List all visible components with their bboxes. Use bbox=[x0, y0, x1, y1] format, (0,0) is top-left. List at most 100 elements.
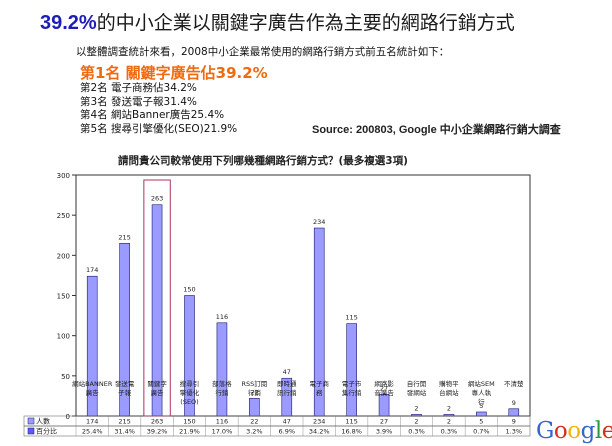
logo-letter: e bbox=[601, 418, 612, 444]
table-cell: 1.3% bbox=[506, 428, 523, 436]
x-tick-label: 電子市 bbox=[342, 379, 362, 388]
y-tick-label: 150 bbox=[57, 293, 70, 301]
x-tick-label: 購物平 bbox=[439, 379, 459, 388]
table-cell: 0.3% bbox=[408, 428, 425, 436]
data-label: 27 bbox=[380, 384, 388, 392]
table-cell: 9 bbox=[512, 418, 516, 426]
y-tick-label: 0 bbox=[66, 413, 70, 421]
table-cell: 215 bbox=[118, 418, 130, 426]
y-tick-label: 50 bbox=[61, 373, 70, 381]
table-row-label: 百分比 bbox=[36, 427, 57, 436]
x-tick-label: 行銷 bbox=[248, 388, 262, 397]
data-label: 2 bbox=[447, 404, 451, 412]
rank-item: 第3名 發送電子報31.4% bbox=[80, 95, 197, 108]
data-label: 2 bbox=[414, 404, 418, 412]
x-tick-label: 發網站 bbox=[407, 388, 427, 397]
data-label: 263 bbox=[151, 195, 163, 203]
table-legend-key bbox=[27, 417, 35, 425]
first-place-text: 第1名 關鍵字廣告佔39.2% bbox=[80, 64, 268, 82]
y-tick-label: 300 bbox=[57, 172, 70, 180]
x-tick-label: 音廣告 bbox=[374, 388, 394, 397]
table-cell: 31.4% bbox=[114, 428, 135, 436]
table-row-label: 人數 bbox=[36, 417, 50, 426]
data-label: 5 bbox=[479, 402, 483, 410]
table-cell: 22 bbox=[250, 418, 258, 426]
x-tick-label: 關鍵字 bbox=[147, 379, 167, 388]
table-cell: 5 bbox=[479, 418, 483, 426]
bar bbox=[216, 322, 228, 417]
table-cell: 16.8% bbox=[341, 428, 362, 436]
x-tick-label: 搜尋引 bbox=[180, 379, 200, 388]
x-tick-label: RSS訂閱 bbox=[241, 379, 267, 388]
table-cell: 17.0% bbox=[212, 428, 233, 436]
y-tick-label: 250 bbox=[57, 212, 70, 220]
table-cell: 34.2% bbox=[309, 428, 330, 436]
table-cell: 2 bbox=[447, 418, 451, 426]
data-label: 115 bbox=[345, 314, 357, 322]
intro-text: 以整體調查統計來看，2008中小企業最常使用的網路行銷方式前五名統計如下： bbox=[76, 46, 450, 58]
table-cell: 47 bbox=[283, 418, 291, 426]
bar bbox=[346, 323, 357, 417]
x-tick-label: 自行開 bbox=[407, 379, 427, 388]
logo-letter: g bbox=[580, 418, 596, 444]
y-tick-label: 100 bbox=[57, 333, 70, 341]
rank-list: 第2名 電子商務佔34.2% 第3名 發送電子報31.4% 第4名 網站Bann… bbox=[80, 82, 237, 136]
table-row bbox=[23, 415, 531, 427]
x-tick-label: (SEO) bbox=[180, 398, 198, 406]
x-tick-label: 務 bbox=[316, 388, 323, 397]
data-label: 22 bbox=[250, 388, 258, 396]
slide-title: 39.2%的中小企業以關鍵字廣告作為主要的網路行銷方式 bbox=[40, 8, 515, 35]
table-cell: 25.4% bbox=[82, 428, 103, 436]
x-tick-label: 電子商 bbox=[309, 379, 329, 388]
table-cell: 21.9% bbox=[179, 428, 200, 436]
x-tick-label: 網站BANNER bbox=[72, 379, 113, 388]
x-tick-label: 集行銷 bbox=[342, 388, 362, 397]
x-tick-label: 即時通 bbox=[277, 379, 297, 388]
bar bbox=[378, 394, 390, 417]
x-tick-label: 子報 bbox=[118, 389, 132, 397]
rank-item: 第2名 電子商務佔34.2% bbox=[80, 82, 197, 94]
data-label: 215 bbox=[118, 233, 130, 241]
x-tick-label: 擎優化 bbox=[180, 388, 200, 397]
data-label: 47 bbox=[283, 368, 291, 376]
x-tick-label: 網路影 bbox=[374, 379, 394, 388]
data-label: 116 bbox=[216, 313, 228, 321]
chart-title: 請問貴公司較常使用下列哪幾種網路行銷方式？(最多複選3項) bbox=[118, 155, 408, 167]
x-tick-label: 訊行銷 bbox=[277, 388, 297, 397]
x-tick-label: 網站SEM bbox=[468, 379, 495, 388]
x-tick-label: 廣告 bbox=[151, 388, 165, 397]
table-cell: 116 bbox=[216, 418, 228, 426]
rank-item: 第4名 網站Banner廣告25.4% bbox=[80, 109, 225, 121]
y-tick-label: 200 bbox=[57, 252, 70, 260]
table-cell: 2 bbox=[414, 418, 418, 426]
table-cell: 3.2% bbox=[246, 428, 263, 436]
table-cell: 39.2% bbox=[147, 428, 168, 436]
logo-letter: o bbox=[553, 418, 568, 444]
table-cell: 6.9% bbox=[279, 428, 296, 436]
logo-letter: G bbox=[536, 418, 554, 444]
data-label: 150 bbox=[183, 286, 195, 294]
title-text: 的中小企業以關鍵字廣告作為主要的網路行銷方式 bbox=[96, 12, 515, 34]
table-cell: 174 bbox=[86, 418, 98, 426]
table-row bbox=[23, 425, 531, 437]
x-tick-label: 專人執 bbox=[472, 388, 492, 397]
x-tick-label: 不清楚 bbox=[504, 379, 524, 388]
table-cell: 115 bbox=[345, 418, 357, 426]
x-tick-label: 發送電 bbox=[115, 379, 135, 388]
x-tick-label: 廣告 bbox=[86, 388, 100, 397]
x-tick-label: 行 bbox=[478, 397, 485, 406]
google-logo: Google bbox=[536, 418, 612, 444]
table-legend-key bbox=[27, 427, 35, 435]
data-label: 9 bbox=[512, 399, 516, 407]
table-cell: 263 bbox=[151, 418, 163, 426]
table-cell: 150 bbox=[183, 418, 195, 426]
logo-letter: l bbox=[594, 418, 602, 444]
title-highlight: 39.2% bbox=[40, 12, 97, 34]
rank-item: 第5名 搜尋引擎優化(SEO)21.9% bbox=[80, 122, 238, 135]
x-tick-label: 行銷 bbox=[215, 388, 229, 397]
bar bbox=[476, 411, 487, 417]
table-cell: 3.9% bbox=[376, 428, 393, 436]
table-cell: 0.3% bbox=[441, 428, 458, 436]
x-tick-label: 台網站 bbox=[439, 388, 459, 397]
